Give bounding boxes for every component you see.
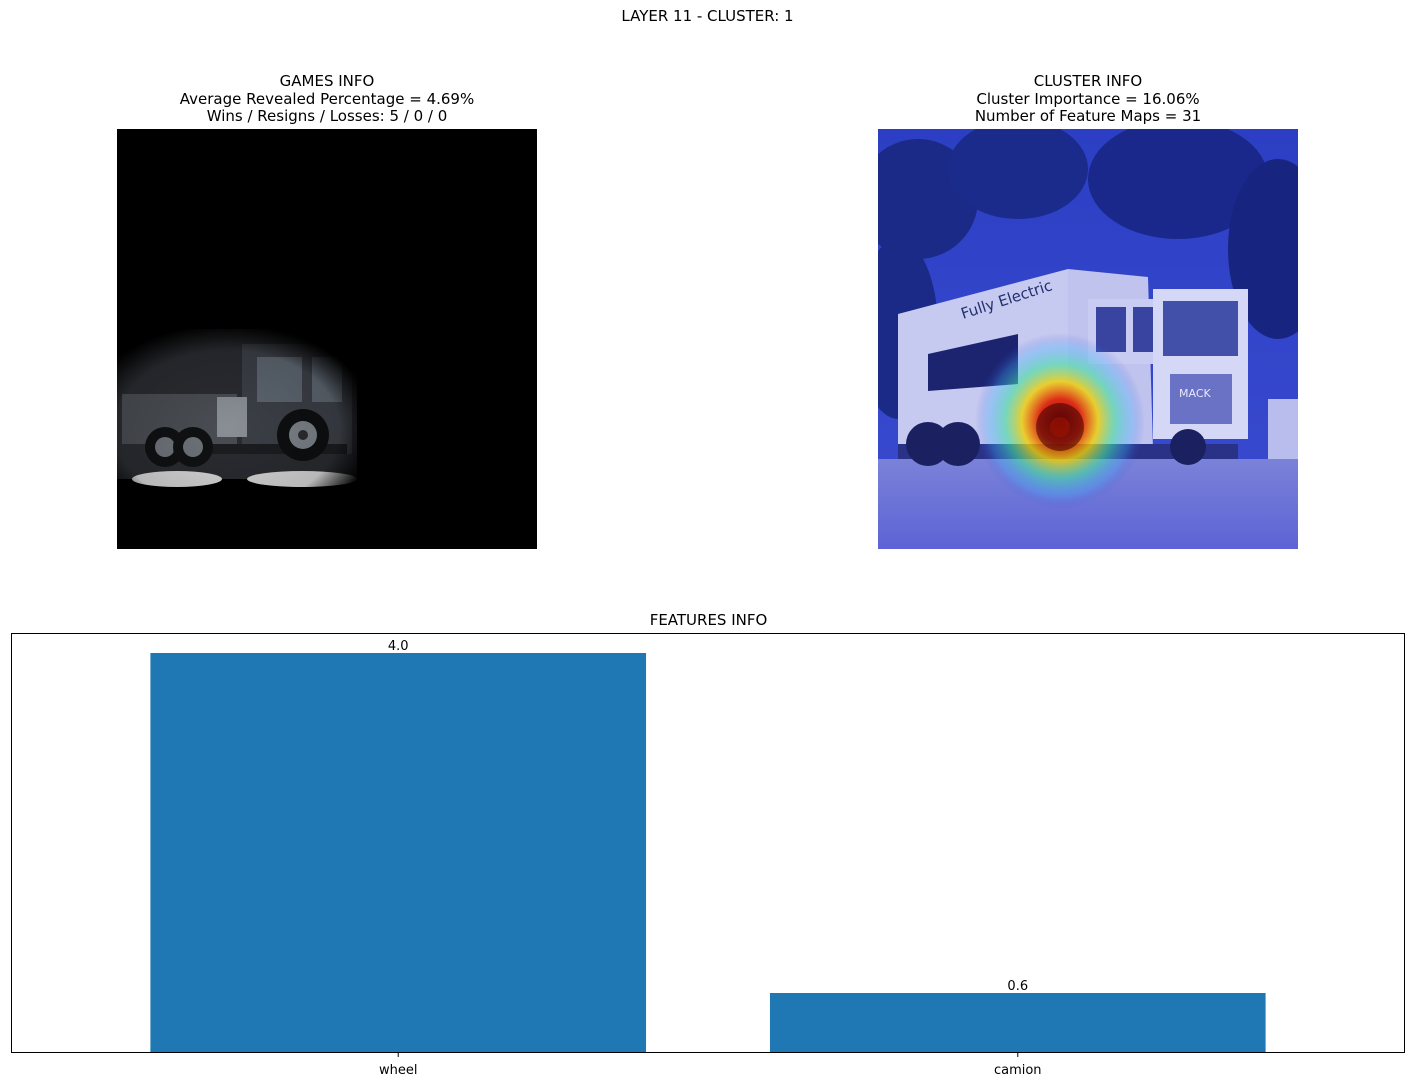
features-info-title: FEATURES INFO bbox=[649, 611, 768, 629]
bar-wheel bbox=[150, 653, 647, 1053]
wins-resigns-losses: Wins / Resigns / Losses: 5 / 0 / 0 bbox=[206, 107, 448, 125]
revealed-image bbox=[117, 129, 537, 549]
cluster-importance: Cluster Importance = 16.06% bbox=[976, 89, 1200, 108]
truck-grille-text: MACK bbox=[1179, 387, 1212, 400]
truck-silhouette bbox=[117, 329, 357, 487]
features-bar-chart: 4.0 wheel 0.6 camion bbox=[11, 633, 1405, 1078]
bar-value-label-wheel: 4.0 bbox=[388, 639, 409, 654]
bar-camion bbox=[769, 993, 1266, 1053]
average-revealed-percentage: Average Revealed Percentage = 4.69% bbox=[179, 89, 475, 108]
games-info-title-block: GAMES INFO Average Revealed Percentage =… bbox=[117, 72, 537, 126]
x-tick-label-camion: camion bbox=[994, 1063, 1042, 1078]
bar-value-label-camion: 0.6 bbox=[1007, 979, 1028, 994]
cluster-info-title-block: CLUSTER INFO Cluster Importance = 16.06%… bbox=[878, 72, 1298, 126]
x-tick-label-wheel: wheel bbox=[379, 1063, 417, 1078]
axes-frame bbox=[11, 633, 1405, 1053]
games-info-title: GAMES INFO bbox=[279, 72, 375, 90]
heatmap-overlay-image: Fully Electric MACK bbox=[878, 129, 1298, 549]
number-of-feature-maps: Number of Feature Maps = 31 bbox=[974, 107, 1202, 125]
figure-suptitle: LAYER 11 - CLUSTER: 1 bbox=[621, 7, 794, 25]
cluster-info-title: CLUSTER INFO bbox=[1033, 72, 1143, 90]
